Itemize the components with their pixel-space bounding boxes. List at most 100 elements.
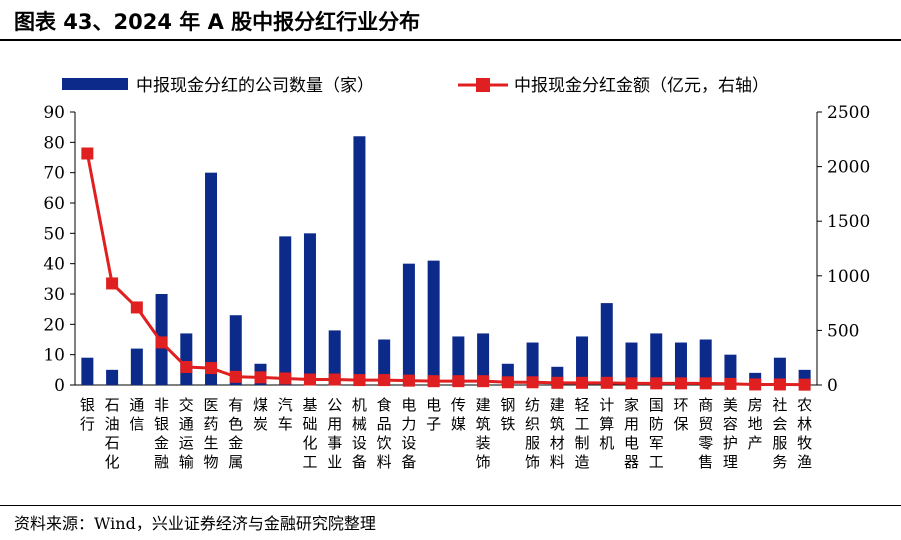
line-point (353, 374, 366, 387)
bar (452, 336, 465, 385)
line-point (378, 374, 391, 387)
bar (130, 348, 143, 385)
line-point (625, 377, 638, 390)
legend-bar-swatch (62, 78, 128, 90)
line-point (402, 374, 415, 387)
line-path (85, 153, 805, 387)
chart: 中报现金分红的公司数量（家） 中报现金分红金额（亿元，右轴） 0 10 20 30 40… (43, 76, 870, 471)
line-point (303, 373, 316, 386)
line-point (328, 373, 341, 386)
category-label: 医药生物 (204, 396, 219, 471)
line-point (551, 376, 564, 389)
legend: 中报现金分红的公司数量（家） 中报现金分红金额（亿元，右轴） (62, 76, 769, 96)
left-tick-label: 40 (43, 255, 65, 275)
category-label: 汽车 (278, 396, 293, 433)
left-tick-label: 50 (43, 224, 65, 244)
category-label: 环保 (673, 396, 688, 433)
line-point (155, 336, 168, 349)
category-label: 房地产 (748, 396, 763, 452)
bar (650, 333, 663, 385)
category-label: 食品饮料 (377, 396, 392, 471)
bar (674, 342, 687, 385)
line-series (81, 147, 811, 391)
right-tick-label: 0 (827, 376, 838, 396)
left-tick-label: 30 (43, 285, 65, 305)
legend-line-label: 中报现金分红金额（亿元，右轴） (514, 76, 769, 96)
axes: 0 10 20 30 40 50 60 70 80 90 0 500 1000 1500 2000 2500 (43, 103, 870, 396)
legend-bar-label: 中报现金分红的公司数量（家） (136, 76, 374, 96)
line-point (229, 370, 242, 383)
category-label: 石油石化 (105, 396, 120, 471)
line-point (106, 277, 119, 290)
line-point (773, 378, 786, 391)
bar (303, 233, 316, 385)
category-label: 公用事业 (327, 396, 342, 471)
line-point (576, 376, 589, 389)
category-label: 建筑材料 (550, 396, 565, 471)
line-point (798, 378, 811, 391)
category-label: 有色金属 (228, 396, 243, 471)
category-label: 非银金融 (154, 396, 169, 471)
category-label: 农林牧渔 (797, 396, 812, 471)
right-tick-label: 1000 (827, 267, 870, 287)
bar (724, 354, 737, 385)
bar (229, 315, 242, 385)
category-label: 商贸零售 (698, 396, 713, 471)
source-note: 资料来源：Wind，兴业证券经济与金融研究院整理 (14, 514, 376, 533)
left-tick-label: 10 (43, 346, 65, 366)
left-tick-label: 70 (43, 164, 65, 184)
bar-series (81, 136, 811, 385)
left-tick-label: 20 (43, 315, 65, 335)
category-label: 家用电器 (624, 396, 639, 471)
bar (477, 333, 490, 385)
right-tick-label: 500 (827, 321, 859, 341)
source-divider (0, 505, 901, 506)
figure-title: 图表 43、2024 年 A 股中报分红行业分布 (14, 10, 421, 34)
category-label: 计算机 (599, 396, 614, 452)
bar (378, 339, 391, 385)
line-point (724, 377, 737, 390)
title-divider (0, 39, 901, 41)
bar (600, 303, 613, 385)
category-label: 煤炭 (253, 396, 268, 433)
bar (625, 342, 638, 385)
line-point (130, 301, 143, 314)
bar (699, 339, 712, 385)
bar (576, 336, 589, 385)
category-label: 基础化工 (302, 396, 317, 471)
category-label: 轻工制造 (575, 396, 590, 471)
bar (106, 369, 119, 385)
category-label: 美容护理 (723, 396, 738, 471)
left-tick-label: 90 (43, 103, 65, 123)
bar (205, 172, 218, 385)
line-point (427, 375, 440, 388)
category-label: 电力设备 (401, 396, 416, 471)
left-tick-label: 0 (54, 376, 65, 396)
line-point (526, 376, 539, 389)
line-point (452, 375, 465, 388)
category-label: 建筑装饰 (476, 396, 491, 471)
line-point (279, 372, 292, 385)
line-point (477, 375, 490, 388)
category-label: 国防军工 (649, 396, 664, 471)
left-tick-label: 80 (43, 133, 65, 153)
bar (180, 333, 193, 385)
category-label: 传媒 (451, 396, 466, 433)
line-point (650, 377, 663, 390)
line-point (699, 377, 712, 390)
line-point (600, 376, 613, 389)
line-point (501, 376, 514, 389)
line-point (180, 360, 193, 373)
right-tick-label: 2500 (827, 103, 870, 123)
bar (279, 236, 292, 385)
category-label: 银行 (80, 396, 95, 433)
legend-line-marker (476, 78, 490, 92)
bar (773, 357, 786, 385)
line-point (749, 378, 762, 391)
category-label: 纺织服饰 (525, 396, 540, 471)
category-label: 通信 (129, 396, 144, 433)
bar (328, 330, 341, 385)
right-tick-label: 1500 (827, 212, 870, 232)
bar (402, 263, 415, 385)
bar (81, 357, 94, 385)
